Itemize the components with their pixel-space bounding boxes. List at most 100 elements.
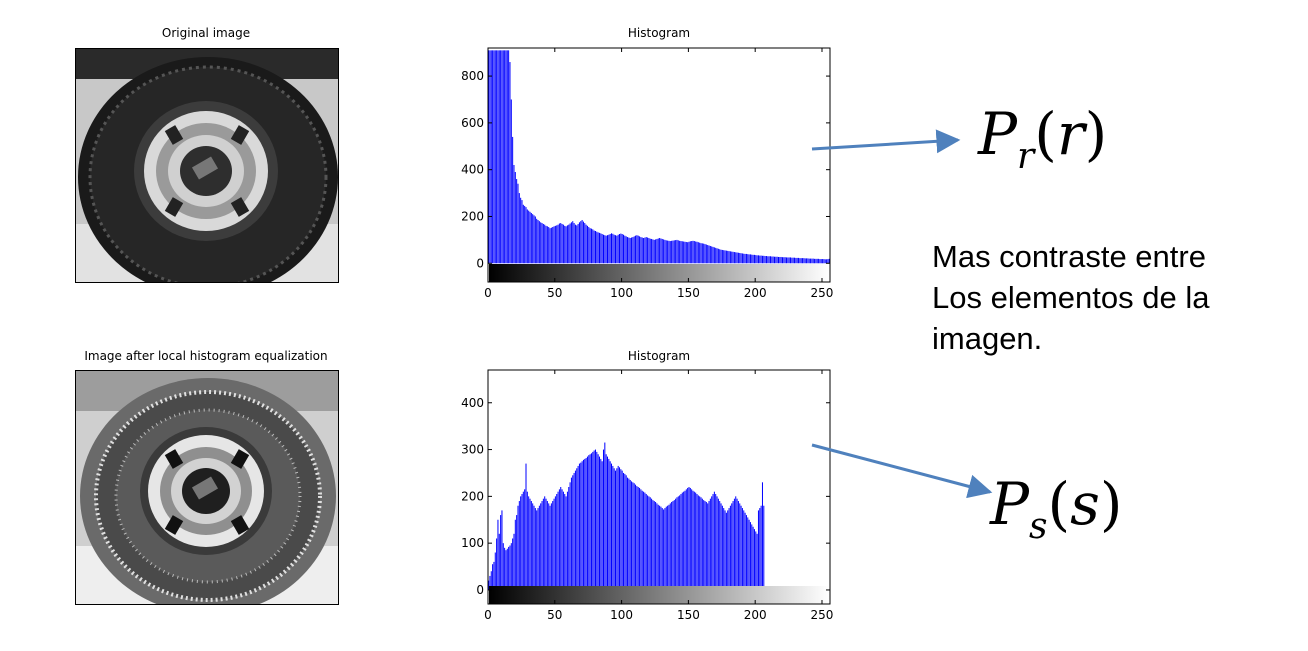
bar	[509, 62, 511, 264]
bar	[505, 550, 507, 590]
bar	[700, 243, 702, 264]
bar	[573, 223, 575, 264]
bar	[773, 256, 775, 264]
bar	[831, 258, 832, 263]
bar	[611, 233, 613, 264]
original-image-title: Original image	[161, 26, 251, 40]
bar	[675, 240, 677, 264]
bar	[621, 234, 623, 264]
bar	[592, 451, 594, 590]
bar	[624, 235, 626, 264]
bar	[668, 504, 670, 590]
bar	[833, 257, 834, 263]
bar	[677, 496, 679, 590]
bar	[711, 496, 713, 590]
bar	[608, 234, 610, 264]
bar	[640, 489, 642, 590]
note-line-1: Mas contraste entre	[932, 239, 1206, 274]
bar	[522, 491, 524, 590]
x-tick-label: 200	[744, 286, 767, 300]
bar	[568, 224, 570, 264]
bar	[602, 449, 604, 590]
bar	[494, 552, 496, 590]
bar	[620, 233, 622, 264]
bar	[835, 254, 836, 263]
bar	[574, 224, 576, 264]
x-tick-label: 150	[677, 608, 700, 622]
formula-pr-letter: P	[978, 100, 1018, 168]
bar	[589, 454, 591, 590]
bar	[744, 253, 746, 264]
bar	[549, 505, 551, 590]
bar	[660, 238, 662, 264]
bar	[537, 508, 539, 590]
formula-pr-close: )	[1084, 100, 1108, 168]
bar	[546, 501, 548, 590]
bar	[526, 491, 528, 590]
bar	[663, 509, 665, 590]
bar	[627, 237, 629, 264]
bar	[767, 256, 769, 264]
bar	[501, 510, 503, 590]
bar	[820, 259, 822, 264]
bar	[506, 548, 508, 590]
bar	[676, 239, 678, 264]
bar	[600, 458, 602, 590]
y-tick-label: 0	[476, 256, 484, 270]
bar	[739, 252, 741, 264]
bar	[752, 254, 754, 264]
arrow-top	[811, 129, 961, 154]
bar	[716, 248, 718, 264]
bar	[550, 227, 552, 264]
bar	[649, 497, 651, 590]
bar	[664, 508, 666, 590]
bar	[643, 238, 645, 264]
bar	[488, 580, 490, 590]
bar	[550, 503, 552, 590]
bar	[717, 248, 719, 264]
bar	[544, 224, 546, 264]
bar	[689, 487, 691, 590]
bar	[790, 257, 792, 264]
bar	[541, 223, 543, 264]
bar	[749, 254, 751, 264]
bar	[653, 501, 655, 590]
bar	[537, 219, 539, 264]
bar	[557, 224, 559, 264]
bar	[612, 465, 614, 590]
bar	[573, 472, 575, 590]
bar	[578, 222, 580, 264]
bar	[615, 470, 617, 590]
bar	[561, 223, 563, 264]
bar	[512, 136, 514, 264]
bar	[751, 524, 753, 590]
bar	[493, 561, 495, 590]
bar	[697, 495, 699, 590]
bar	[605, 454, 607, 590]
bar	[601, 461, 603, 590]
x-tick-label: 250	[811, 286, 834, 300]
bar	[802, 258, 804, 264]
bar	[657, 238, 659, 264]
arrow-bottom	[811, 443, 993, 499]
bar	[669, 503, 671, 590]
bar	[621, 470, 623, 590]
bar	[677, 240, 679, 264]
bar	[636, 235, 638, 264]
x-tick-label: 100	[610, 286, 633, 300]
bar	[525, 463, 527, 590]
bar	[541, 501, 543, 590]
bar	[639, 236, 641, 264]
bar	[611, 463, 613, 590]
bar	[517, 505, 519, 590]
bar	[783, 257, 785, 264]
bar	[748, 254, 750, 264]
bar	[800, 258, 802, 264]
bar	[708, 501, 710, 590]
bar	[753, 254, 755, 264]
original-tire-drawing	[76, 49, 338, 282]
bar	[728, 508, 730, 590]
bar	[828, 258, 830, 264]
bar	[671, 240, 673, 264]
x-tick-label: 50	[547, 286, 562, 300]
